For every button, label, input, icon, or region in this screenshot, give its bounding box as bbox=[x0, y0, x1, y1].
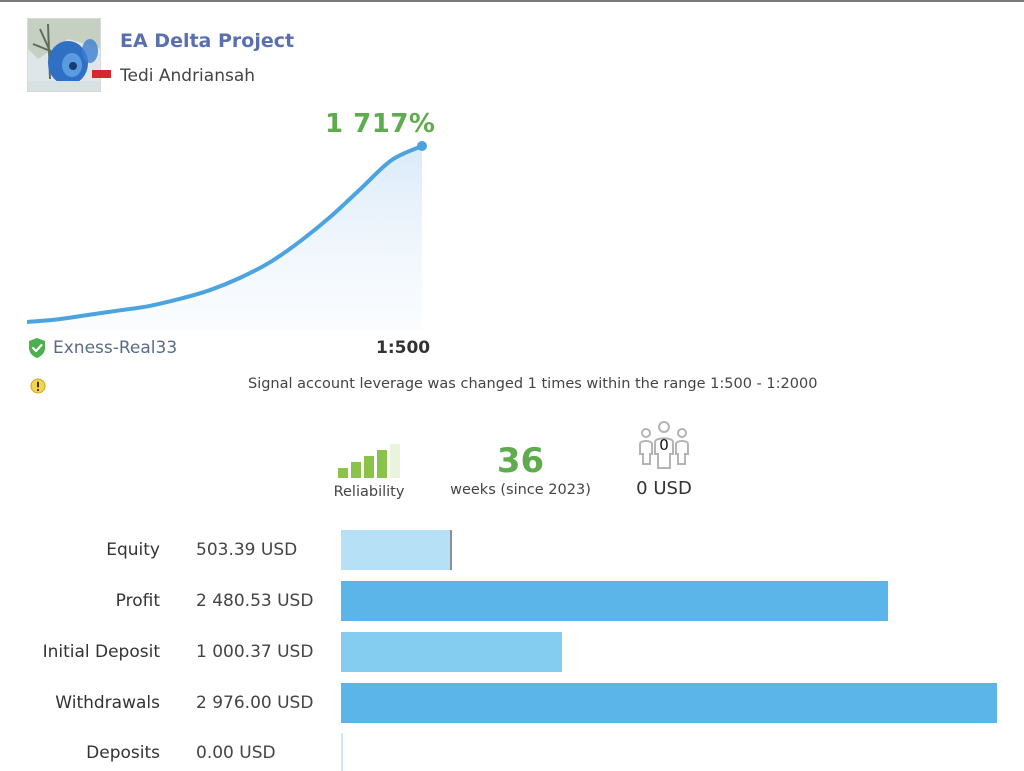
reliability-bar bbox=[351, 462, 361, 478]
reliability-label: Reliability bbox=[333, 484, 405, 500]
growth-value: 1 717% bbox=[325, 109, 436, 139]
shield-check-icon bbox=[29, 338, 45, 358]
financial-label: Deposits bbox=[86, 743, 160, 763]
avatar[interactable] bbox=[27, 18, 101, 92]
author-name[interactable]: Tedi Andriansah bbox=[120, 66, 256, 86]
withdrawals-bar bbox=[341, 683, 997, 723]
financial-label: Withdrawals bbox=[55, 693, 160, 713]
indonesia-flag-icon bbox=[92, 70, 111, 78]
broker-link[interactable]: Exness-Real33 bbox=[27, 337, 177, 359]
subscribers-funds: 0 USD bbox=[636, 478, 692, 499]
reliability-bar bbox=[338, 468, 348, 478]
growth-chart bbox=[27, 141, 427, 330]
financial-value: 0.00 USD bbox=[196, 743, 276, 763]
reliability-bars-icon bbox=[330, 444, 408, 478]
financial-value: 1 000.37 USD bbox=[196, 642, 314, 662]
growth-line bbox=[27, 144, 424, 324]
leverage-warning: Signal account leverage was changed 1 ti… bbox=[248, 376, 818, 392]
financial-label: Profit bbox=[115, 591, 160, 611]
top-border bbox=[0, 0, 1024, 2]
financial-row-withdrawals: Withdrawals 2 976.00 USD bbox=[0, 683, 1024, 723]
financial-value: 2 480.53 USD bbox=[196, 591, 314, 611]
reliability-bar bbox=[390, 444, 400, 478]
financial-row-equity: Equity 503.39 USD bbox=[0, 530, 1024, 570]
weeks-stat: 36 weeks (since 2023) bbox=[448, 440, 593, 498]
financial-value: 2 976.00 USD bbox=[196, 693, 314, 713]
financial-row-profit: Profit 2 480.53 USD bbox=[0, 581, 1024, 621]
subscribers-count: 0 bbox=[659, 436, 669, 454]
subscribers-icon: 0 bbox=[637, 420, 691, 472]
equity-bar bbox=[341, 530, 452, 570]
growth-endpoint[interactable] bbox=[417, 141, 427, 151]
reliability-stat[interactable]: Reliability bbox=[330, 444, 408, 500]
weeks-label: weeks (since 2023) bbox=[450, 482, 591, 498]
growth-area bbox=[27, 146, 422, 330]
profit-bar bbox=[341, 581, 888, 621]
initial-deposit-bar bbox=[341, 632, 562, 672]
reliability-bar bbox=[377, 450, 387, 478]
financial-value: 503.39 USD bbox=[196, 540, 298, 560]
warning-icon bbox=[30, 378, 46, 394]
financial-row-initial-deposit: Initial Deposit 1 000.37 USD bbox=[0, 632, 1024, 672]
deposits-bar bbox=[341, 733, 343, 771]
weeks-value: 36 bbox=[496, 441, 545, 481]
financial-label: Equity bbox=[106, 540, 160, 560]
reliability-bar bbox=[364, 456, 374, 478]
signal-title[interactable]: EA Delta Project bbox=[120, 30, 295, 52]
financial-row-deposits: Deposits 0.00 USD bbox=[0, 733, 1024, 771]
leverage-value: 1:500 bbox=[376, 338, 431, 358]
broker-name: Exness-Real33 bbox=[53, 338, 178, 358]
avatar-image bbox=[28, 19, 100, 91]
subscribers-stat[interactable]: 0 0 USD bbox=[626, 420, 702, 499]
financial-label: Initial Deposit bbox=[42, 642, 160, 662]
